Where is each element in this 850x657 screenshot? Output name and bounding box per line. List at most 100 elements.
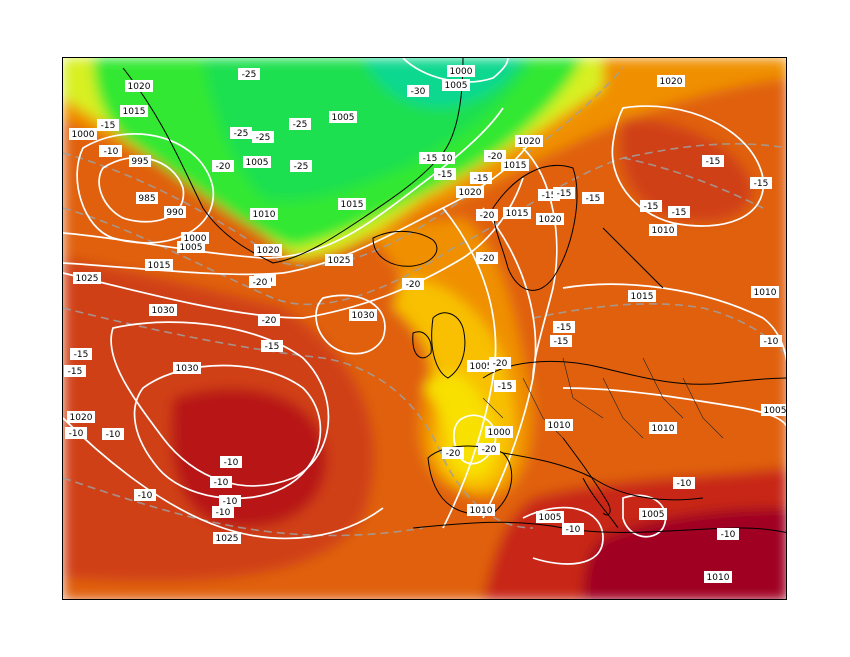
temp-m20-f-text: -20: [480, 254, 495, 264]
temp-m15-f: -15: [434, 168, 456, 180]
temp-m25-b-bg: [289, 118, 311, 130]
temp-m10-b-bg: [220, 456, 242, 468]
isobar-1015-f-bg: [628, 290, 656, 302]
temp-m20-d: -20: [258, 314, 280, 326]
isobar-1020-c-bg: [515, 135, 543, 147]
isobar-line-north-cap: [402, 58, 509, 83]
isobar-1010-i-bg: [649, 224, 677, 236]
isobar-1005-d-bg: [243, 156, 271, 168]
isobar-1020-b-bg: [254, 244, 282, 256]
isobar-1010-c-bg: [751, 286, 779, 298]
isobar-1010-d: 1010: [545, 419, 573, 431]
isobar-1025-b-text: 1025: [328, 256, 351, 266]
isobar-1005-e-bg: [467, 360, 495, 372]
temp-m15-l-bg: [494, 380, 516, 392]
temp-m15-i-text: -15: [586, 194, 601, 204]
temp-m20-k-bg: [249, 276, 271, 288]
isobar-1020-b-text: 1020: [257, 246, 280, 256]
isobar-1015-d: 1015: [501, 159, 529, 171]
temp-m10-d-bg: [219, 495, 241, 507]
temp-m20-f-bg: [476, 252, 498, 264]
temp-m15-i-bg: [582, 192, 604, 204]
temp-m15-g-text: -15: [542, 191, 557, 201]
temp-m10-b-text: -10: [224, 458, 239, 468]
temp-m15-o: -15: [70, 348, 92, 360]
temp-m20-g-text: -20: [493, 359, 508, 369]
isobar-1015-a-bg: [120, 105, 148, 117]
isobar-line-1030: [110, 321, 330, 487]
temp-m20-c-bg: [476, 209, 498, 221]
temp-m20-i: -20: [478, 443, 500, 455]
isobar-985-bg: [136, 192, 158, 204]
isobar-985: 985: [136, 192, 158, 204]
isobar-1010-d-text: 1010: [548, 421, 571, 431]
temp-m15-f-bg: [434, 168, 456, 180]
isobar-labels: 1000100510201015100099598599010001005101…: [67, 65, 786, 583]
temp-m15-a-bg: [97, 119, 119, 131]
isobar-1015-c-text: 1015: [341, 200, 364, 210]
temp-m15-o-text: -15: [74, 350, 89, 360]
temp-m20-d-bg: [258, 314, 280, 326]
isobar-1000-b: 1000: [69, 128, 97, 140]
temp-m20-k: -20: [249, 276, 271, 288]
temp-m30-text: -30: [411, 87, 426, 97]
temp-m20-e: -20: [402, 278, 424, 290]
isobar-1020-c: 1020: [515, 135, 543, 147]
temp-m10-l: -10: [760, 335, 782, 347]
isobar-1020-g-text: 1020: [660, 77, 683, 87]
isobar-1005-e-text: 1005: [470, 362, 493, 372]
temp-m10-f-bg: [134, 489, 156, 501]
temp-m20-b-text: -20: [488, 152, 503, 162]
isobar-1000-d: 1000: [485, 426, 513, 438]
isobar-985-text: 985: [138, 194, 155, 204]
isobar-1030-b: 1030: [349, 309, 377, 321]
temp-m15-p-bg: [64, 365, 86, 377]
temp-m15-n-text: -15: [672, 208, 687, 218]
temp-m15-m-bg: [640, 200, 662, 212]
temp-m15-j-text: -15: [557, 323, 572, 333]
temp-m25-a-bg: [238, 68, 260, 80]
temp-m25-c: -25: [230, 127, 252, 139]
isobar-1010-f: 1010: [649, 422, 677, 434]
country-borders: [482, 357, 724, 439]
isobar-line-iberia: [453, 414, 497, 465]
borders-central-europe: [482, 357, 724, 439]
temp-m20-a: -20: [212, 160, 234, 172]
isobar-1030-a-text: 1030: [152, 306, 175, 316]
isobar-1010-g-text: 1010: [707, 573, 730, 583]
isobar-1025-c-text: 1025: [216, 534, 239, 544]
temp-m15-l: -15: [494, 380, 516, 392]
isobar-line-scandinavia: [522, 147, 558, 379]
isobar-1010-b-text: 1010: [430, 154, 453, 164]
temp-m10-d-text: -10: [223, 497, 238, 507]
isobar-1000-d-text: 1000: [488, 428, 511, 438]
temp-m25-e-text: -25: [294, 162, 309, 172]
isotherm-e: [532, 303, 786, 357]
isobar-1015-b: 1015: [145, 259, 173, 271]
isobar-1000-b-text: 1000: [72, 130, 95, 140]
isobar-1005-g-text: 1005: [642, 510, 665, 520]
temp-m25-e-bg: [290, 160, 312, 172]
temp-m20-h: -20: [442, 447, 464, 459]
isotherm-f: [622, 157, 764, 209]
isotherm-c: [63, 307, 534, 529]
isobar-1015-e-bg: [503, 207, 531, 219]
isobar-1005-g: 1005: [639, 508, 667, 520]
temp-m10-e: -10: [212, 506, 234, 518]
temp-m20-k-text: -20: [253, 278, 268, 288]
isobar-1010-a-text: 1010: [253, 210, 276, 220]
isobar-1030-c: 1030: [173, 362, 201, 374]
isobar-1025-c-bg: [213, 532, 241, 544]
isobar-1015-c: 1015: [338, 198, 366, 210]
temp-m15-r-bg: [750, 177, 772, 189]
isobar-1005-f: 1005: [536, 511, 564, 523]
temp-m15-k: -15: [550, 335, 572, 347]
isobar-1020-a-bg: [125, 80, 153, 92]
isobar-1005-b: 1005: [177, 241, 205, 253]
isobar-1005-b-bg: [177, 241, 205, 253]
temp-m25-d-bg: [252, 131, 274, 143]
temp-m10-i: -10: [562, 523, 584, 535]
isobar-1000-a-text: 1000: [450, 67, 473, 77]
isobar-1005-f-bg: [536, 511, 564, 523]
temp-m15-q: -15: [702, 155, 724, 167]
